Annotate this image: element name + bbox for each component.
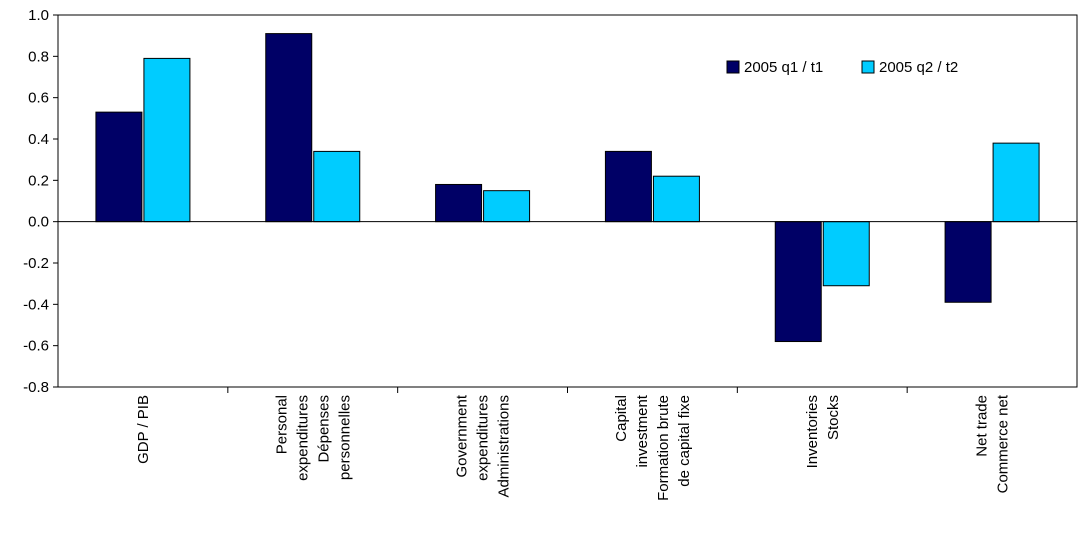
legend-swatch-2: [861, 60, 875, 74]
bar-series-2-2: [313, 150, 361, 223]
category-label: Dépenses: [315, 395, 332, 463]
bar-series-2-1: [143, 57, 191, 223]
category-label: Commerce net: [995, 394, 1012, 493]
category-label: expenditures: [475, 395, 492, 481]
bar-series-1-1: [95, 111, 143, 223]
y-tick-label: 0.6: [28, 90, 49, 107]
category-label: Personal: [273, 395, 290, 454]
y-tick-label: 0.0: [28, 214, 49, 231]
legend-label-1: 2005 q1 / t1: [744, 59, 823, 76]
bar-series-1-4: [604, 150, 652, 223]
bar-series-2-4: [652, 175, 700, 223]
y-tick-label: -0.8: [23, 379, 49, 396]
y-tick-label: -0.2: [23, 255, 49, 272]
category-label: de capital fixe: [676, 395, 693, 487]
legend-swatch-1: [726, 60, 740, 74]
bar-series-1-6: [944, 221, 992, 303]
bar-series-2-5: [822, 221, 870, 287]
category-label: personnelles: [336, 395, 353, 480]
bar-series-1-5: [774, 221, 822, 343]
bar-series-1-2: [265, 33, 313, 223]
y-tick-label: 0.8: [28, 48, 49, 65]
category-label: Administrations: [496, 395, 513, 498]
y-tick-label: -0.6: [23, 338, 49, 355]
y-tick-label: 0.4: [28, 131, 49, 148]
category-label: investment: [634, 394, 651, 467]
category-label: Inventories: [804, 395, 821, 468]
category-label: expenditures: [294, 395, 311, 481]
category-label: GDP / PIB: [135, 395, 152, 464]
bar-series-2-3: [483, 190, 531, 223]
category-label: Formation brute: [655, 395, 672, 501]
category-label: Stocks: [825, 395, 842, 440]
category-label: Net trade: [974, 395, 991, 457]
category-label: Capital: [613, 395, 630, 442]
y-tick-label: 0.2: [28, 172, 49, 189]
bar-series-1-3: [435, 183, 483, 223]
y-tick-label: -0.4: [23, 296, 49, 313]
y-tick-label: 1.0: [28, 7, 49, 24]
legend-label-2: 2005 q2 / t2: [879, 59, 958, 76]
bar-series-2-6: [992, 142, 1040, 223]
category-label: Government: [454, 394, 471, 477]
